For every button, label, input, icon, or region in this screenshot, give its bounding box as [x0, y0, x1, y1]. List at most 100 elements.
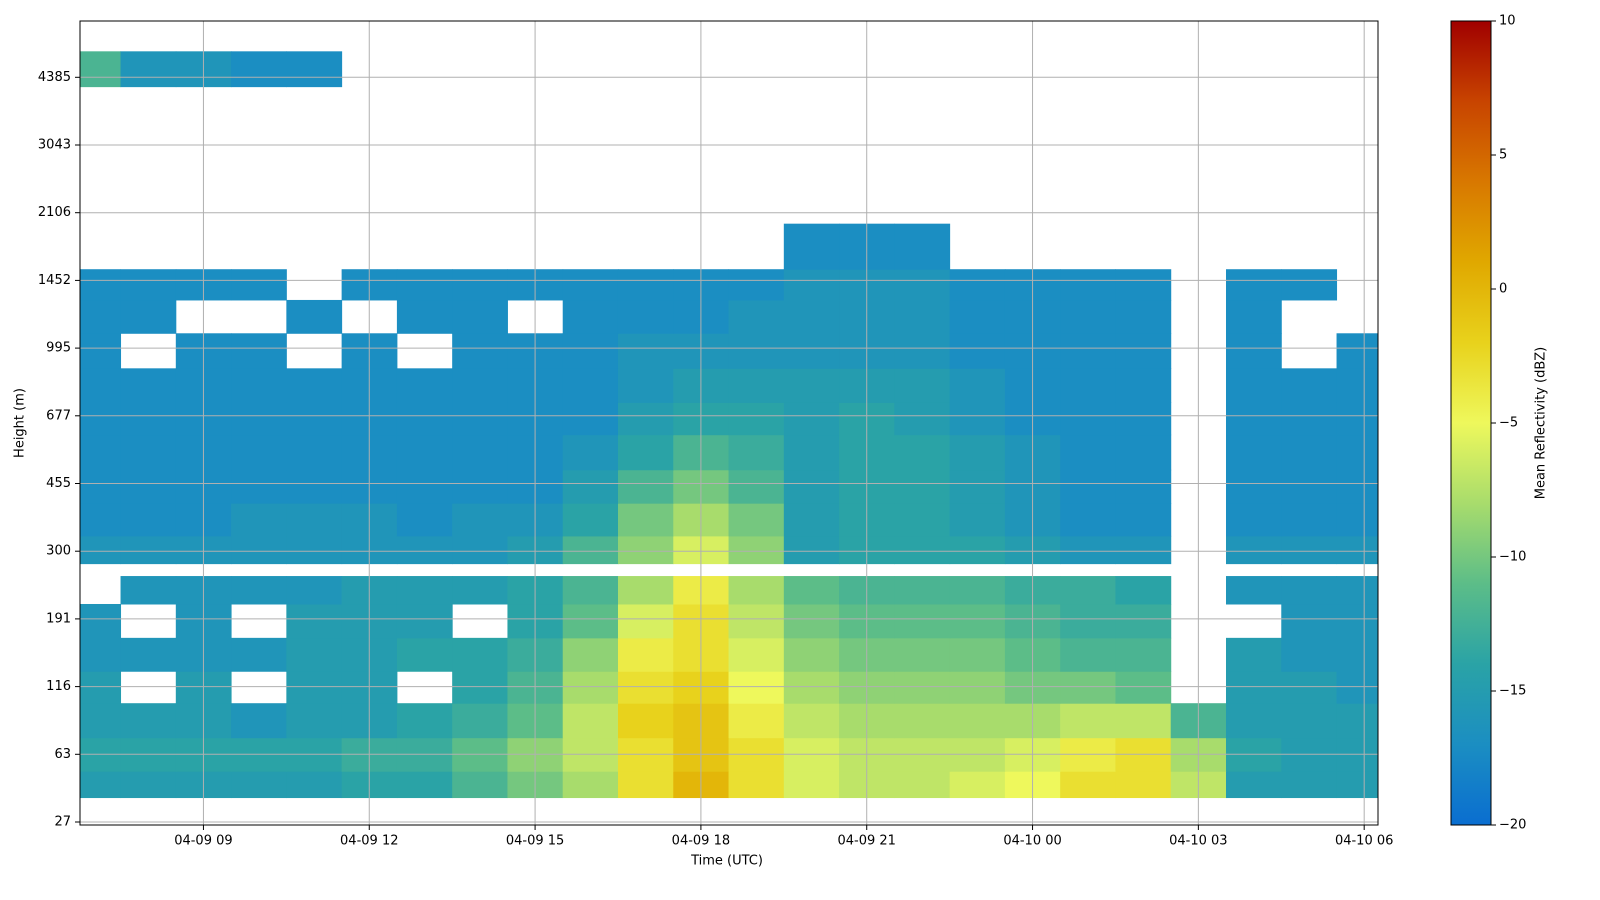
heatmap-cell: [1060, 703, 1116, 739]
heatmap-cell: [1281, 771, 1338, 799]
heatmap-cell: [286, 603, 343, 639]
x-tick-label: 04-10 03: [1169, 834, 1227, 849]
heatmap-cell: [617, 299, 674, 334]
heatmap-cell: [949, 269, 1006, 301]
heatmap-cell: [617, 333, 674, 369]
heatmap-cell: [452, 434, 508, 471]
heatmap-cell: [452, 576, 508, 605]
heatmap-cell: [1336, 503, 1379, 537]
heatmap-cell: [286, 703, 343, 739]
heatmap-cell: [1115, 703, 1172, 739]
heatmap-cell: [1225, 333, 1282, 369]
heatmap-cell: [396, 469, 453, 504]
colorbar-tick-label: 0: [1499, 282, 1507, 297]
heatmap-cell: [562, 434, 619, 471]
heatmap-cell: [286, 434, 343, 471]
heatmap-cell: [1336, 402, 1379, 436]
heatmap-cell: [617, 368, 674, 403]
x-tick-label: 04-09 15: [506, 834, 564, 849]
heatmap-cell: [286, 535, 343, 565]
heatmap-cell: [1281, 535, 1338, 565]
heatmap-cell: [80, 368, 122, 403]
heatmap-cell: [949, 469, 1006, 504]
heatmap-cell: [617, 703, 674, 739]
heatmap-cell: [728, 269, 785, 301]
heatmap-cell: [728, 402, 785, 436]
heatmap-cell: [1115, 299, 1172, 334]
heatmap-cell: [396, 269, 453, 301]
heatmap-cell: [231, 368, 287, 403]
heatmap-cell: [231, 333, 287, 369]
heatmap-cell: [1115, 469, 1172, 504]
heatmap-cell: [894, 469, 951, 504]
heatmap-cell: [80, 51, 122, 88]
heatmap-cell: [783, 603, 840, 639]
heatmap-cell: [562, 603, 619, 639]
heatmap-cell: [1225, 535, 1282, 565]
heatmap-cell: [894, 576, 951, 605]
heatmap-cell: [396, 771, 453, 799]
heatmap-cell: [894, 299, 951, 334]
heatmap-cell: [1225, 269, 1282, 301]
heatmap-cell: [80, 535, 122, 565]
heatmap-cell: [562, 671, 619, 704]
heatmap-cell: [949, 603, 1006, 639]
heatmap-cell: [562, 299, 619, 334]
heatmap-cell: [617, 671, 674, 704]
heatmap-cell: [1060, 503, 1116, 537]
heatmap-cell: [783, 703, 840, 739]
heatmap-cell: [894, 333, 951, 369]
heatmap-cell: [452, 671, 508, 704]
heatmap-cell: [1281, 671, 1338, 704]
heatmap-cell: [1225, 771, 1282, 799]
heatmap-cell: [1115, 269, 1172, 301]
heatmap-cell: [1336, 368, 1379, 403]
heatmap-cell: [783, 469, 840, 504]
heatmap-cell: [1060, 637, 1116, 672]
heatmap-cell: [1225, 368, 1282, 403]
heatmap-cell: [949, 402, 1006, 436]
heatmap-cell: [894, 503, 951, 537]
heatmap-cell: [231, 771, 287, 799]
heatmap-cell: [286, 402, 343, 436]
heatmap-cell: [1225, 469, 1282, 504]
heatmap-cell: [783, 434, 840, 471]
heatmap-cell: [231, 535, 287, 565]
heatmap-cell: [894, 535, 951, 565]
heatmap-cell: [894, 434, 951, 471]
heatmap-cell: [1115, 603, 1172, 639]
heatmap-cell: [1115, 402, 1172, 436]
heatmap-cell: [728, 368, 785, 403]
heatmap-cell: [396, 603, 453, 639]
heatmap-cell: [728, 333, 785, 369]
heatmap-cell: [617, 771, 674, 799]
heatmap-cell: [894, 368, 951, 403]
heatmap-cell: [1115, 434, 1172, 471]
heatmap-cell: [1115, 637, 1172, 672]
heatmap-cell: [728, 703, 785, 739]
heatmap-cell: [728, 503, 785, 537]
heatmap-cell: [949, 299, 1006, 334]
heatmap-cell: [617, 503, 674, 537]
heatmap-cell: [728, 535, 785, 565]
heatmap-cell: [80, 299, 122, 334]
heatmap-cell: [452, 333, 508, 369]
x-tick-label: 04-09 18: [672, 834, 730, 849]
heatmap-cell: [231, 637, 287, 672]
heatmap-cell: [783, 402, 840, 436]
heatmap-cell: [396, 503, 453, 537]
heatmap-cell: [783, 333, 840, 369]
y-tick-label: 2106: [38, 205, 71, 220]
heatmap-cell: [1225, 503, 1282, 537]
heatmap-cell: [120, 637, 177, 672]
heatmap-cell: [452, 637, 508, 672]
heatmap-cell: [783, 299, 840, 334]
heatmap-cell: [894, 603, 951, 639]
heatmap-cell: [894, 671, 951, 704]
heatmap-cell: [894, 223, 951, 270]
heatmap-cell: [120, 771, 177, 799]
heatmap-cell: [1060, 434, 1116, 471]
heatmap-cell: [949, 333, 1006, 369]
heatmap-cell: [120, 576, 177, 605]
heatmap-cell: [728, 469, 785, 504]
